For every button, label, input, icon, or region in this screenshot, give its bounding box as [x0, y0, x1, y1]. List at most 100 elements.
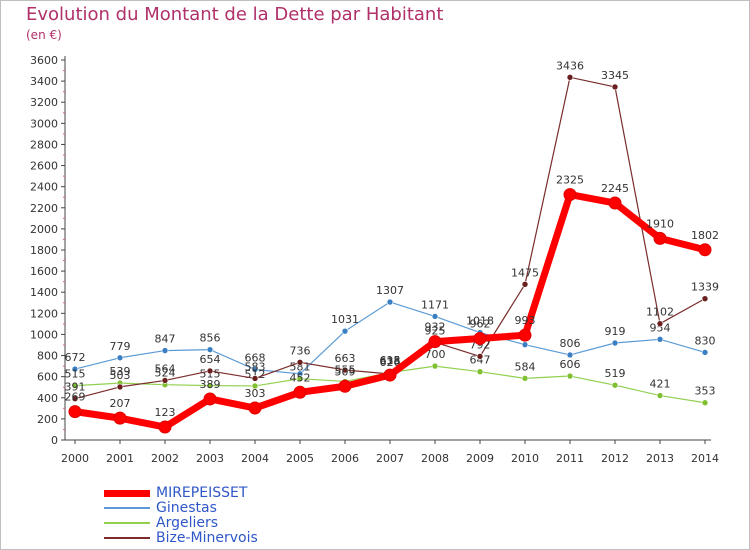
data-point-argeliers — [251, 382, 259, 390]
data-point-ginestas — [251, 366, 259, 373]
data-point-bize-minervois — [341, 366, 349, 374]
legend-swatch — [104, 537, 150, 539]
x-tick-label: 2006 — [331, 452, 359, 465]
legend-item-mirepeisset: MIREPEISSET — [104, 485, 247, 501]
data-point-bize-minervois — [206, 367, 214, 375]
data-label-bize-minervois: 564 — [155, 362, 176, 375]
data-label-mirepeisset: 207 — [110, 397, 131, 410]
x-tick-label: 2004 — [241, 452, 269, 465]
data-point-argeliers — [701, 399, 709, 407]
data-label-argeliers: 524 — [155, 367, 176, 380]
data-point-ginestas — [71, 365, 79, 373]
data-point-bize-minervois — [611, 83, 619, 91]
y-tick-label: 2400 — [30, 181, 58, 194]
data-label-bize-minervois: 503 — [110, 369, 131, 382]
data-label-argeliers: 647 — [470, 354, 491, 367]
data-label-bize-minervois: 736 — [290, 344, 311, 357]
x-tick-label: 2007 — [376, 452, 404, 465]
data-label-mirepeisset: 1910 — [646, 217, 674, 230]
data-label-argeliers: 606 — [560, 358, 581, 371]
x-tick-label: 2000 — [61, 452, 89, 465]
data-point-mirepeisset — [473, 331, 487, 345]
data-point-argeliers — [566, 372, 574, 380]
data-point-ginestas — [161, 347, 169, 354]
data-point-mirepeisset — [428, 335, 442, 349]
data-point-ginestas — [206, 346, 214, 353]
data-label-mirepeisset: 509 — [335, 365, 356, 378]
data-point-mirepeisset — [248, 401, 262, 415]
data-label-mirepeisset: 1802 — [691, 229, 719, 242]
data-point-mirepeisset — [203, 392, 217, 406]
legend-item-argeliers: Argeliers — [104, 515, 218, 531]
y-tick-label: 2000 — [30, 223, 58, 236]
y-tick-label: 1200 — [30, 307, 58, 320]
data-point-bize-minervois — [521, 281, 529, 288]
data-point-mirepeisset — [653, 231, 667, 245]
data-label-argeliers: 584 — [515, 360, 536, 373]
data-label-mirepeisset: 615 — [380, 354, 401, 367]
y-tick-label: 3000 — [30, 117, 58, 130]
data-label-mirepeisset: 2245 — [601, 182, 629, 195]
data-label-ginestas: 856 — [200, 332, 221, 345]
data-point-argeliers — [476, 368, 484, 376]
data-point-mirepeisset — [563, 188, 577, 202]
data-point-mirepeisset — [68, 405, 82, 419]
data-point-bize-minervois — [476, 353, 484, 360]
y-tick-label: 1800 — [30, 244, 58, 257]
data-label-mirepeisset: 123 — [155, 406, 176, 419]
data-label-ginestas: 672 — [65, 351, 86, 364]
data-point-mirepeisset — [293, 385, 307, 399]
data-point-ginestas — [611, 339, 619, 347]
data-label-bize-minervois: 1102 — [646, 306, 674, 319]
data-label-mirepeisset: 993 — [515, 314, 536, 327]
y-tick-label: 3600 — [30, 54, 58, 67]
legend-item-ginestas: Ginestas — [104, 500, 217, 516]
data-label-ginestas: 1031 — [331, 313, 359, 326]
data-label-ginestas: 668 — [245, 351, 266, 364]
x-tick-label: 2002 — [151, 452, 179, 465]
data-label-bize-minervois: 1339 — [691, 281, 719, 294]
y-tick-label: 200 — [37, 413, 58, 426]
legend-swatch — [104, 507, 150, 509]
x-tick-label: 2009 — [466, 452, 494, 465]
chart-title: Evolution du Montant de la Dette par Hab… — [26, 4, 444, 25]
data-label-bize-minervois: 3345 — [601, 69, 629, 82]
data-label-bize-minervois: 1475 — [511, 266, 539, 279]
y-tick-label: 600 — [37, 371, 58, 384]
data-point-ginestas — [566, 351, 574, 359]
data-label-ginestas: 806 — [560, 337, 581, 350]
data-label-bize-minervois: 3436 — [556, 59, 584, 72]
data-point-ginestas — [386, 298, 394, 306]
data-point-mirepeisset — [698, 243, 712, 257]
x-tick-label: 2013 — [646, 452, 674, 465]
data-label-bize-minervois: 663 — [335, 352, 356, 365]
data-label-argeliers: 353 — [695, 385, 716, 398]
x-tick-label: 2011 — [556, 452, 584, 465]
data-point-bize-minervois — [161, 377, 169, 384]
y-tick-label: 2600 — [30, 160, 58, 173]
data-point-mirepeisset — [608, 196, 622, 210]
y-tick-label: 400 — [37, 392, 58, 405]
data-point-argeliers — [71, 382, 79, 389]
x-tick-label: 2005 — [286, 452, 314, 465]
data-label-mirepeisset: 303 — [245, 387, 266, 400]
x-tick-label: 2001 — [106, 452, 134, 465]
data-label-ginestas: 1171 — [421, 298, 449, 311]
data-point-argeliers — [521, 375, 529, 382]
legend-label: Argeliers — [156, 515, 219, 531]
data-label-ginestas: 830 — [695, 334, 716, 347]
data-label-mirepeisset: 962 — [470, 317, 491, 330]
legend-swatch — [104, 522, 150, 524]
data-point-mirepeisset — [383, 368, 397, 382]
legend-label: MIREPEISSET — [156, 485, 248, 501]
x-tick-label: 2010 — [511, 452, 539, 465]
data-point-bize-minervois — [566, 74, 574, 81]
data-label-argeliers: 638 — [380, 355, 401, 368]
data-point-mirepeisset — [338, 379, 352, 393]
y-tick-label: 800 — [37, 350, 58, 363]
data-label-ginestas: 1018 — [466, 315, 494, 328]
x-tick-label: 2014 — [691, 452, 719, 465]
data-label-ginestas: 847 — [155, 333, 176, 346]
legend-label: Bize-Minervois — [156, 530, 258, 546]
